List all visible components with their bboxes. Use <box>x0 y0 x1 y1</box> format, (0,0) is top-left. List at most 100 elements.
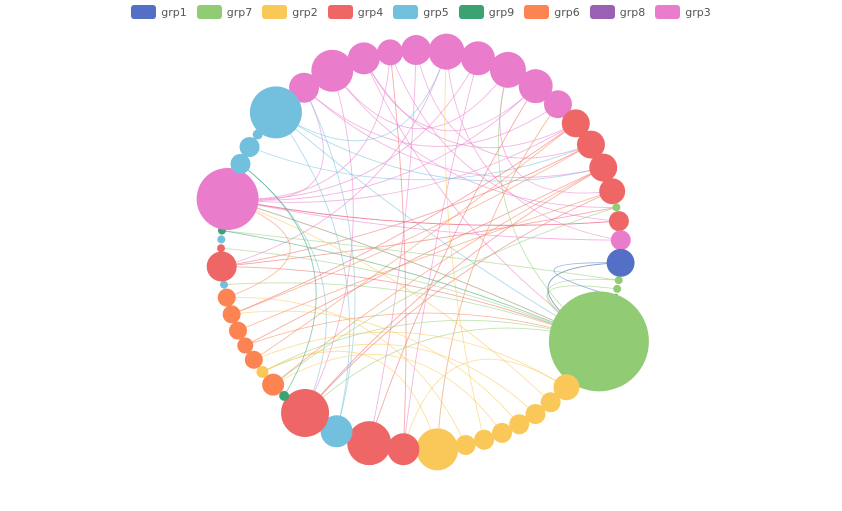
link <box>227 198 600 342</box>
node <box>489 51 526 88</box>
node <box>289 72 320 103</box>
node <box>492 422 513 443</box>
link <box>231 310 520 425</box>
legend-item[interactable]: grp4 <box>327 5 383 19</box>
link <box>231 122 577 315</box>
link <box>402 58 479 450</box>
node <box>244 350 263 369</box>
link <box>249 144 592 181</box>
node <box>230 153 251 174</box>
link <box>304 167 604 414</box>
link <box>275 112 600 342</box>
link <box>368 50 417 444</box>
legend-label: grp5 <box>423 5 449 19</box>
link <box>227 52 391 200</box>
node <box>320 415 353 448</box>
link <box>553 262 621 298</box>
node <box>561 109 590 138</box>
link <box>303 87 559 147</box>
node <box>599 178 626 205</box>
legend-swatch <box>327 5 353 19</box>
link <box>275 51 447 142</box>
legend-swatch <box>524 5 550 19</box>
link <box>227 58 479 200</box>
link <box>275 111 604 182</box>
node <box>347 42 380 75</box>
node <box>460 41 495 76</box>
link <box>303 87 604 178</box>
link <box>262 350 438 450</box>
legend-label: grp1 <box>161 5 187 19</box>
legend-item[interactable]: grp9 <box>458 5 515 19</box>
link <box>415 49 592 159</box>
node <box>217 288 236 307</box>
node <box>613 284 622 293</box>
link <box>444 51 485 440</box>
link <box>221 266 600 342</box>
legend-swatch <box>196 5 222 19</box>
node <box>518 69 553 104</box>
node <box>249 86 302 139</box>
node <box>228 321 247 340</box>
legend-swatch <box>262 5 288 19</box>
node <box>543 90 572 119</box>
link <box>227 85 537 201</box>
node <box>455 434 476 455</box>
legend-item[interactable]: grp1 <box>131 5 187 19</box>
node <box>428 33 465 70</box>
legend-label: grp7 <box>226 5 253 19</box>
legend-swatch <box>131 5 157 19</box>
node <box>311 49 354 92</box>
legend-label: grp3 <box>685 5 711 19</box>
node <box>206 251 237 282</box>
link <box>221 230 619 281</box>
legend-item[interactable]: grp7 <box>196 5 253 19</box>
link <box>227 198 551 403</box>
link <box>389 52 407 450</box>
legend-swatch <box>655 5 681 19</box>
node <box>606 248 635 277</box>
legend-item[interactable]: grp8 <box>589 5 645 19</box>
link <box>227 122 577 203</box>
node <box>576 130 605 159</box>
link <box>304 190 613 414</box>
node <box>256 365 269 378</box>
node <box>279 390 290 401</box>
node <box>347 421 392 466</box>
legend-item[interactable]: grp3 <box>655 5 711 19</box>
link <box>272 167 604 385</box>
node <box>239 136 260 157</box>
nodes <box>196 33 649 471</box>
node <box>237 337 254 354</box>
link <box>436 103 559 450</box>
legend-label: grp9 <box>488 5 515 19</box>
legend-label: grp2 <box>292 5 318 19</box>
link <box>272 354 503 434</box>
node <box>553 374 580 401</box>
node <box>548 291 649 392</box>
legend-item[interactable]: grp5 <box>393 5 449 19</box>
links <box>220 49 621 450</box>
link <box>227 198 621 241</box>
link <box>231 144 592 315</box>
link <box>237 190 613 332</box>
link <box>245 167 604 346</box>
link <box>221 144 592 267</box>
link <box>331 70 617 208</box>
link <box>221 206 617 267</box>
node <box>474 429 495 450</box>
node <box>262 373 285 396</box>
link <box>253 331 567 388</box>
legend-swatch <box>393 5 419 19</box>
legend-item[interactable]: grp6 <box>524 5 580 19</box>
legend: grp1 grp7 grp2 grp4 grp5 grp9 grp6 grp8 grp3 <box>0 5 842 19</box>
link <box>446 51 621 241</box>
link <box>221 230 600 342</box>
legend-item[interactable]: grp2 <box>262 5 318 19</box>
node <box>377 39 404 66</box>
node <box>540 392 561 413</box>
node <box>220 280 229 289</box>
link <box>363 58 537 132</box>
